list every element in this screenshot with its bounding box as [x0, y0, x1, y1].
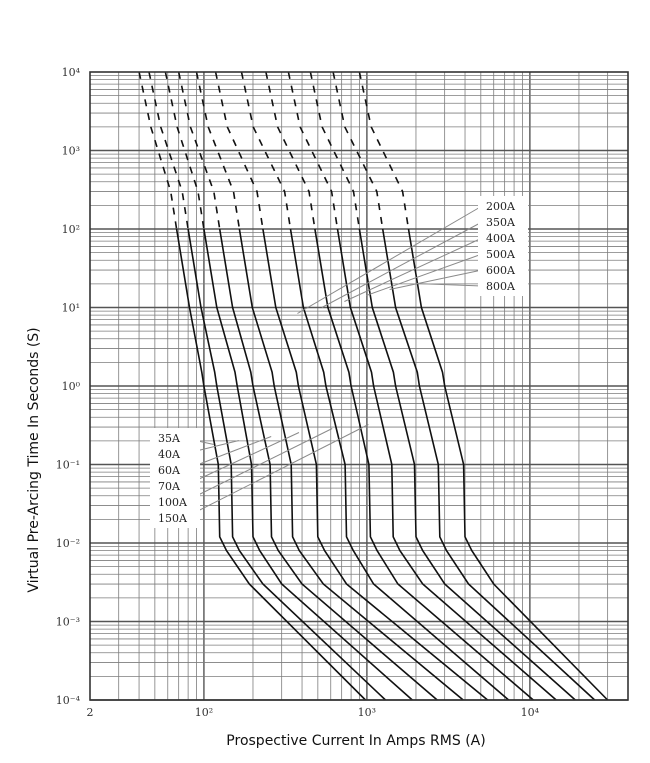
series-60A — [164, 71, 413, 701]
series-600A — [332, 71, 596, 701]
legend-right-box — [478, 196, 528, 296]
series-70A — [177, 71, 438, 701]
legend-label-150A: 150A — [158, 512, 188, 525]
x-axis-label: Prospective Current In Amps RMS (A) — [226, 733, 485, 749]
y-axis-label: Virtual Pre-Arcing Time In Seconds (S) — [26, 327, 42, 592]
series-dashed-40A — [148, 71, 189, 230]
plot-border — [89, 71, 629, 701]
legend-leader-500A — [366, 253, 483, 296]
legend-label-400A: 400A — [486, 232, 516, 245]
series-350A — [265, 71, 534, 701]
series-dashed-500A — [309, 71, 361, 230]
legend-label-350A: 350A — [486, 216, 516, 229]
legend-label-40A: 40A — [158, 448, 181, 461]
x-tick-label: 10⁴ — [521, 706, 540, 719]
series-solid-600A — [381, 228, 596, 701]
series-100A — [195, 71, 464, 701]
series-dashed-800A — [358, 71, 410, 230]
series-dashed-200A — [240, 71, 292, 230]
y-tick-label: 10⁻³ — [56, 616, 80, 629]
series-800A — [358, 71, 609, 701]
y-tick-label: 10⁻⁴ — [56, 694, 81, 707]
x-tick-label: 2 — [87, 706, 94, 719]
legend-label-100A: 100A — [158, 496, 188, 509]
curves — [138, 71, 609, 701]
legend-left-box — [150, 428, 200, 528]
y-tick-label: 10⁴ — [62, 66, 81, 79]
series-dashed-400A — [287, 71, 339, 230]
legend-label-70A: 70A — [158, 480, 181, 493]
series-dashed-70A — [177, 71, 221, 230]
series-500A — [309, 71, 576, 701]
series-400A — [287, 71, 557, 701]
series-dashed-100A — [195, 71, 241, 230]
legend-label-35A: 35A — [158, 432, 181, 445]
series-dashed-350A — [265, 71, 316, 230]
series-solid-60A — [203, 228, 413, 701]
series-solid-500A — [358, 228, 576, 701]
y-tick-label: 10⁰ — [62, 380, 81, 393]
y-tick-label: 10⁻¹ — [56, 459, 80, 472]
series-35A — [138, 71, 367, 701]
y-tick-label: 10² — [62, 223, 80, 236]
legend-leader-350A — [321, 221, 483, 308]
series-150A — [214, 71, 489, 701]
legend-label-60A: 60A — [158, 464, 181, 477]
series-200A — [240, 71, 510, 701]
legend-leader-150A — [183, 424, 369, 519]
series-solid-100A — [238, 228, 464, 701]
legend-label-200A: 200A — [486, 200, 516, 213]
x-tick-label: 10³ — [358, 706, 376, 719]
y-tick-label: 10³ — [62, 145, 80, 158]
y-tick-label: 10⁻² — [56, 537, 80, 550]
series-dashed-60A — [164, 71, 205, 230]
legend-leader-800A — [415, 283, 483, 287]
legend-leader-600A — [389, 269, 483, 290]
legend-leader-400A — [344, 237, 483, 302]
legend-label-800A: 800A — [486, 280, 516, 293]
legend-leader-100A — [183, 428, 333, 503]
legend-leader-200A — [297, 205, 483, 314]
plot-frame — [89, 71, 629, 701]
series-solid-35A — [175, 228, 367, 701]
series-dashed-600A — [332, 71, 384, 230]
series-solid-800A — [407, 228, 609, 701]
legend-label-600A: 600A — [486, 264, 516, 277]
legend: 35A 40A 60A 70A 100A 150A 200A 350A 400A 500A 600A… — [150, 196, 528, 528]
series-dashed-35A — [138, 71, 178, 230]
y-tick-label: 10¹ — [62, 302, 80, 315]
series-solid-400A — [336, 228, 557, 701]
series-solid-200A — [289, 228, 510, 701]
grid — [89, 72, 629, 701]
legend-label-500A: 500A — [486, 248, 516, 261]
series-solid-350A — [314, 228, 534, 701]
x-tick-labels: 2 10² 10³ 10⁴ — [87, 706, 540, 719]
series-dashed-150A — [214, 71, 264, 230]
x-tick-label: 10² — [195, 706, 213, 719]
legend-leader-70A — [183, 432, 300, 487]
series-solid-150A — [262, 228, 489, 701]
y-tick-labels: 10⁴ 10³ 10² 10¹ 10⁰ 10⁻¹ 10⁻² 10⁻³ 10⁻⁴ — [56, 66, 81, 707]
series-solid-70A — [218, 228, 438, 701]
